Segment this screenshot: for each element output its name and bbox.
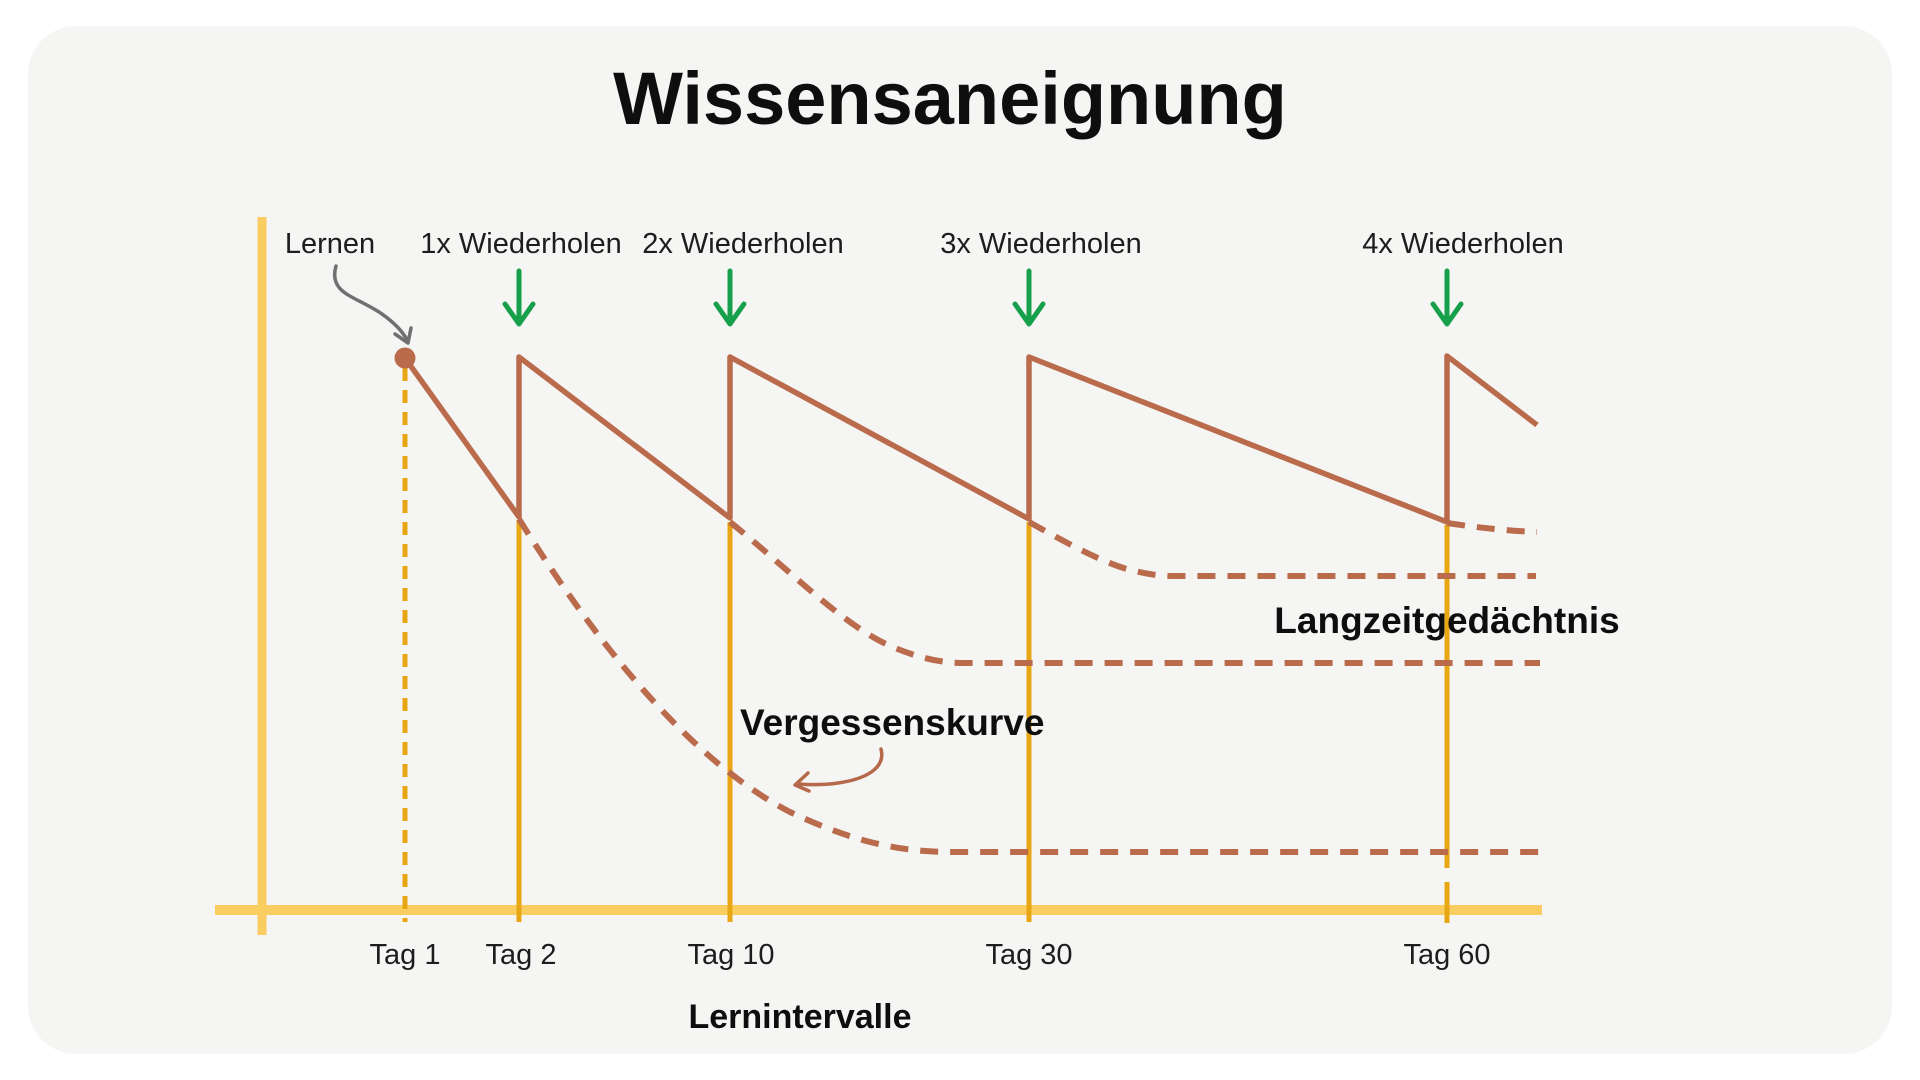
label-2x-wiederholen: 2x Wiederholen	[642, 228, 844, 260]
lernen-pointer-arrow	[332, 264, 409, 342]
tick-tag-60: Tag 60	[1403, 939, 1491, 971]
vergessenskurve-pointer-arrowhead-icon	[793, 771, 811, 793]
arrow-down-icon-rep1	[502, 268, 536, 327]
forgetting-curve-after-rep1	[728, 519, 1540, 666]
learning-retention-curve	[402, 353, 1539, 525]
tick-tag-30: Tag 30	[985, 939, 1073, 971]
tick-tag-2: Tag 2	[485, 939, 557, 971]
tick-tag-1: Tag 1	[369, 939, 441, 971]
forgetting-curve-after-learning	[516, 517, 1540, 855]
vergessenskurve-pointer-arrow	[797, 747, 884, 787]
forgetting-curve-after-rep2	[1027, 519, 1536, 579]
diagram-title: Wissensaneignung	[613, 57, 1287, 140]
label-4x-wiederholen: 4x Wiederholen	[1362, 228, 1564, 260]
tick-tag-10: Tag 10	[687, 939, 775, 971]
forgetting-curve-after-rep3	[1446, 520, 1538, 535]
annotation-langzeitgedaechtnis: Langzeitgedächtnis	[1274, 600, 1620, 641]
x-axis-title: Lernintervalle	[688, 998, 912, 1036]
label-lernen: Lernen	[284, 228, 376, 260]
arrow-down-icon-rep3	[1012, 268, 1046, 327]
lernen-pointer-arrowhead-icon	[393, 326, 413, 345]
annotation-vergessenskurve: Vergessenskurve	[740, 702, 1045, 743]
arrow-down-icon-rep2	[713, 268, 747, 327]
label-3x-wiederholen: 3x Wiederholen	[940, 228, 1142, 260]
arrow-down-icon-rep4	[1430, 268, 1464, 327]
label-1x-wiederholen: 1x Wiederholen	[420, 228, 622, 260]
learning-start-dot	[394, 347, 416, 369]
diagram-card	[28, 26, 1892, 1054]
